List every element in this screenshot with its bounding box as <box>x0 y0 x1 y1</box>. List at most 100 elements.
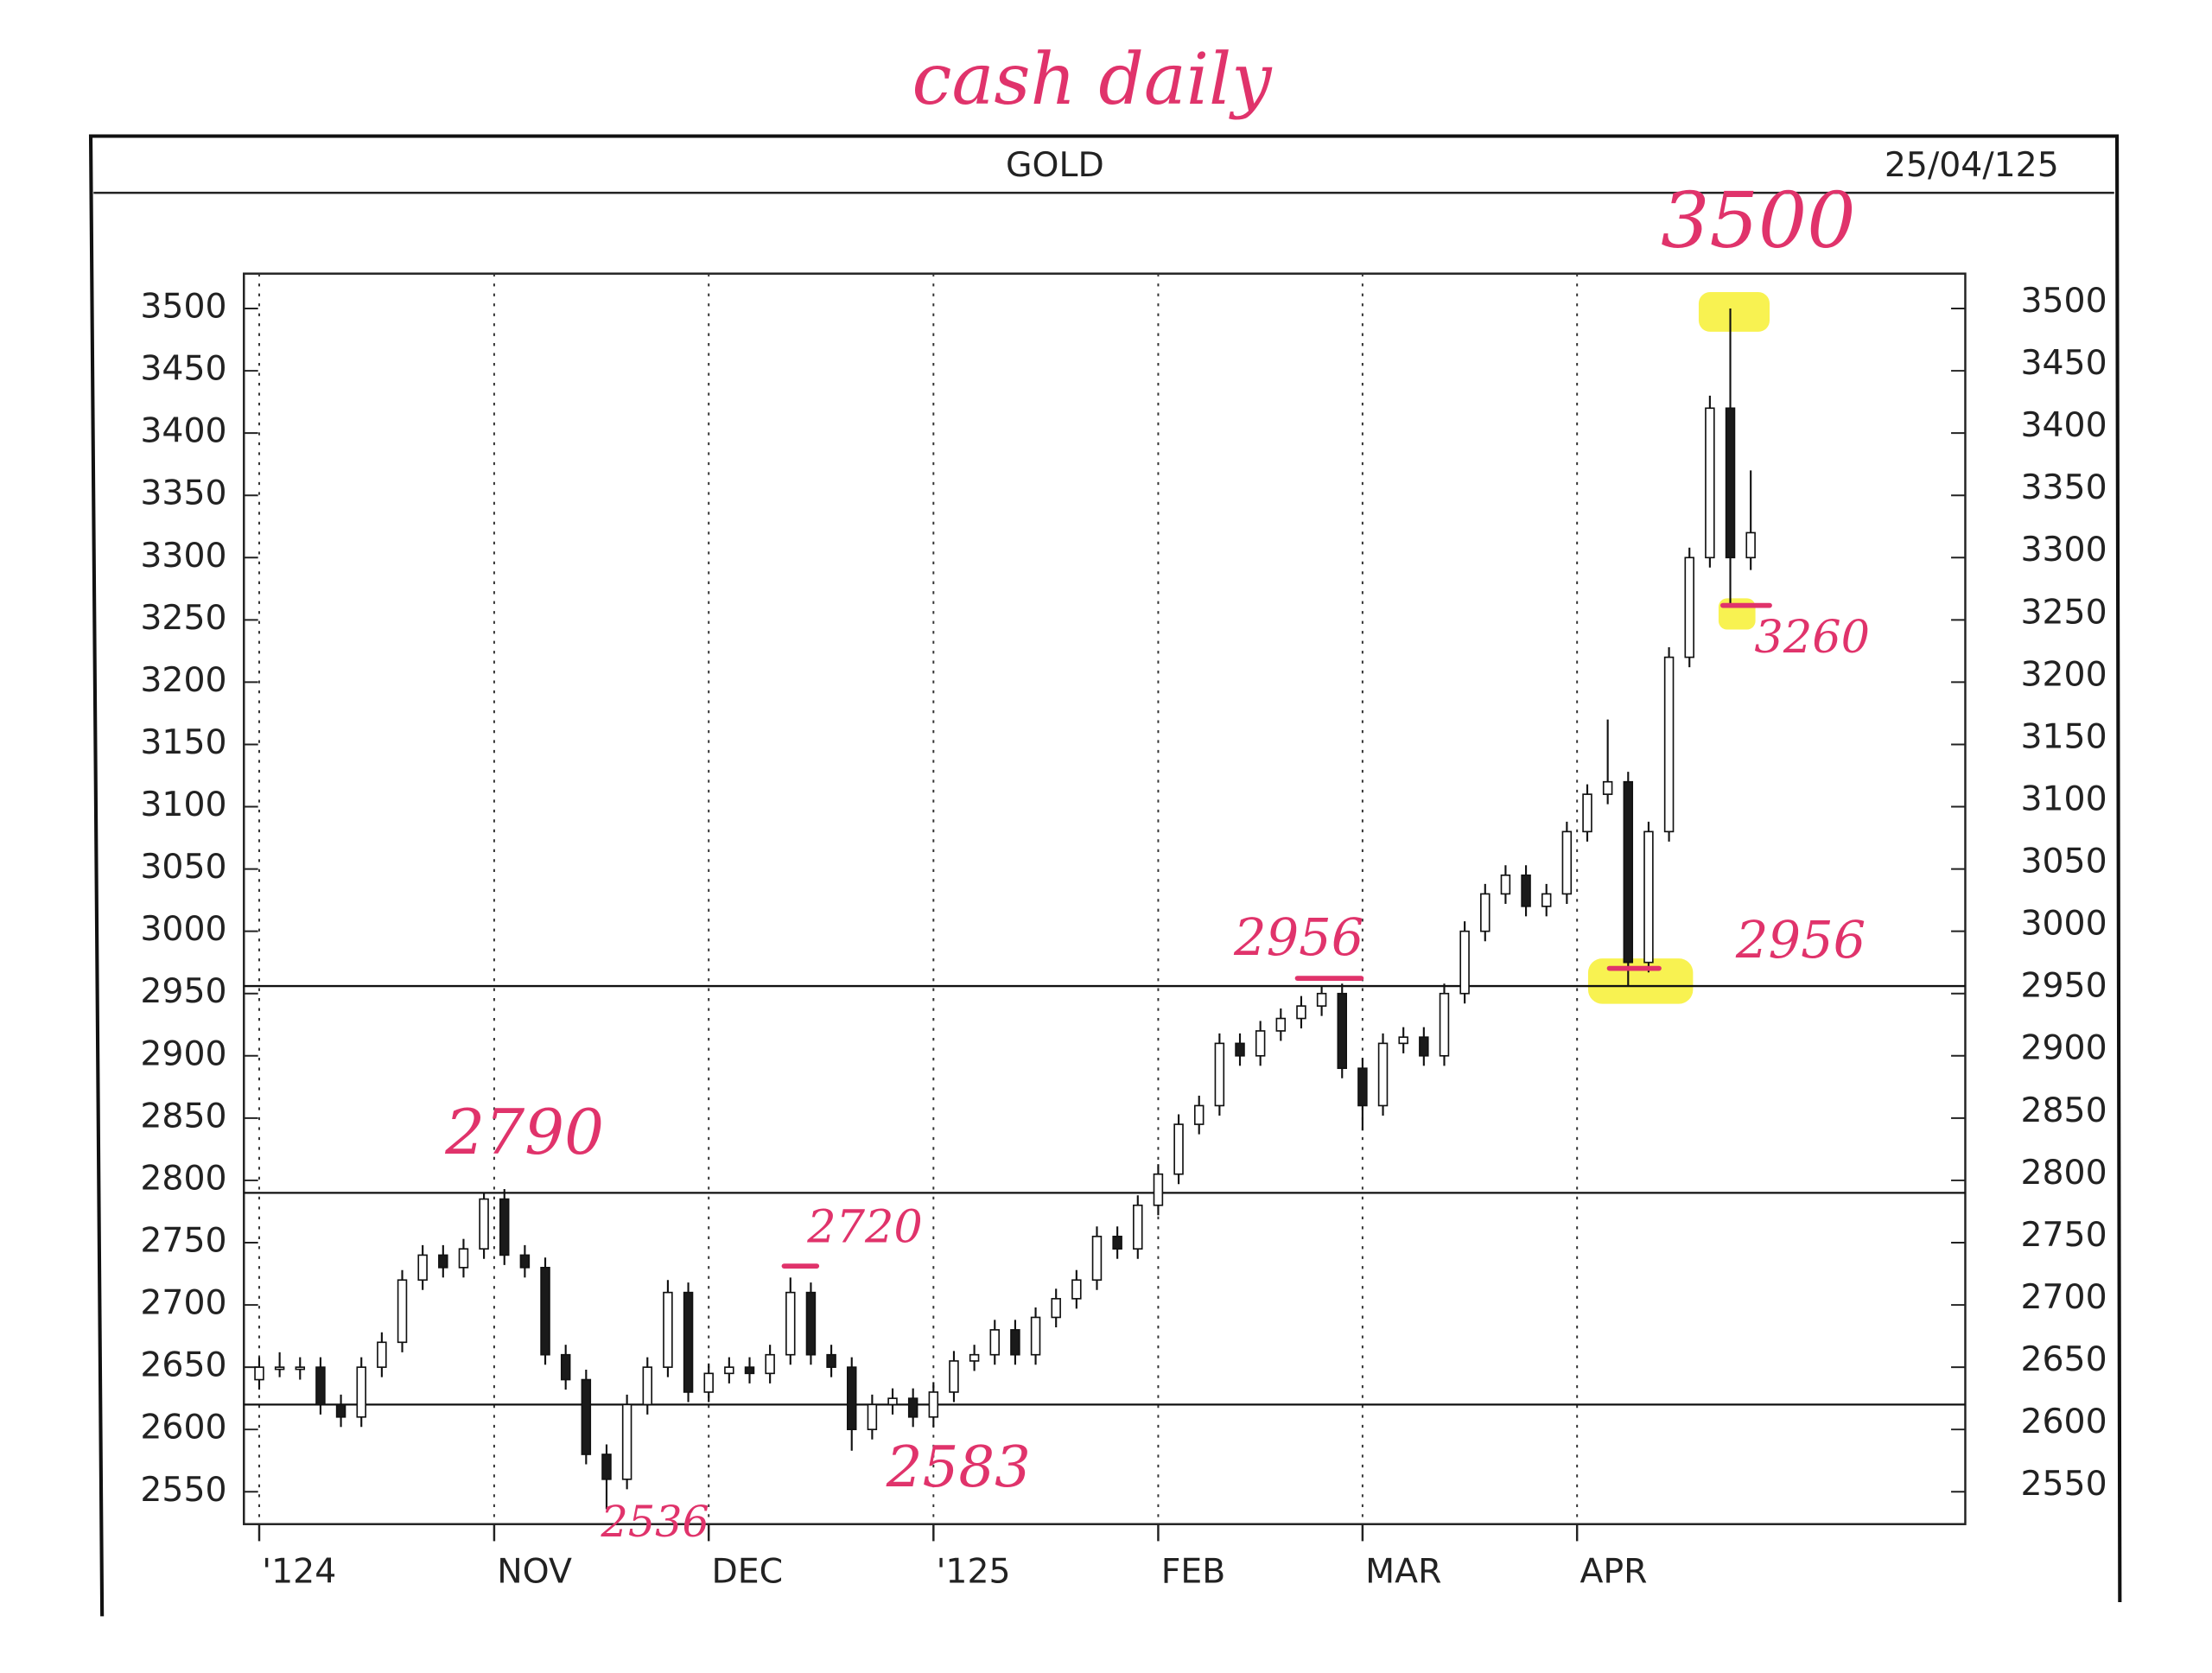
candle-body <box>1684 557 1694 658</box>
candle-body <box>601 1454 612 1480</box>
candle-body <box>1030 1316 1041 1356</box>
candle-body <box>1133 1204 1143 1250</box>
annotation: 2790 <box>444 1097 604 1169</box>
candle-body <box>949 1360 959 1393</box>
candle-body <box>1051 1298 1061 1319</box>
candle-body <box>683 1291 694 1393</box>
y-tick-label: 3450 <box>140 349 226 389</box>
y-tick-label: 3150 <box>140 722 226 762</box>
candle-body <box>703 1372 714 1393</box>
y2-tick-label: 2950 <box>2020 966 2107 1006</box>
candle-body <box>1337 992 1347 1070</box>
y2-tick-label: 2700 <box>2020 1277 2107 1317</box>
header-title: GOLD <box>1006 145 1104 185</box>
y2-tick-label: 3200 <box>2020 654 2107 694</box>
highlight <box>1698 291 1770 332</box>
candle-body <box>1173 1123 1184 1175</box>
y-tick-label: 3200 <box>140 660 226 700</box>
y2-tick-label: 3250 <box>2020 592 2107 632</box>
y-tick-label: 3100 <box>140 785 226 824</box>
y2-tick-label: 3000 <box>2020 904 2107 944</box>
y2-tick-label: 3300 <box>2020 530 2107 569</box>
y-tick-label: 3050 <box>140 847 226 887</box>
y2-tick-label: 2850 <box>2020 1091 2107 1130</box>
candle-body <box>1561 830 1573 895</box>
y-tick-label: 3350 <box>140 474 226 513</box>
x-tick-label: FEB <box>1161 1552 1226 1592</box>
candle-body <box>1316 992 1327 1007</box>
candle-body <box>1357 1067 1368 1107</box>
candle-body <box>663 1291 673 1368</box>
y-tick-label: 2700 <box>140 1283 226 1323</box>
y2-tick-label: 3100 <box>2020 779 2107 818</box>
y-tick-label: 2950 <box>140 971 226 1011</box>
candle-body <box>1419 1036 1429 1057</box>
y-tick-label: 2550 <box>140 1470 226 1510</box>
candle-body <box>1255 1030 1266 1057</box>
candle-body <box>1235 1042 1245 1057</box>
candle-body <box>1602 780 1613 795</box>
candle-body <box>315 1366 326 1406</box>
y2-tick-label: 3350 <box>2020 468 2107 507</box>
annotation: 2720 <box>806 1201 923 1254</box>
x-tick-label: NOV <box>497 1552 572 1592</box>
candle-body <box>744 1366 755 1375</box>
candle-body <box>1459 930 1470 995</box>
candle-body <box>1071 1279 1082 1300</box>
candle-body <box>1010 1329 1020 1356</box>
y2-tick-label: 3450 <box>2020 343 2107 383</box>
candle-body <box>519 1254 531 1269</box>
candle-body <box>560 1353 571 1381</box>
candle-body <box>1112 1235 1122 1250</box>
y-tick-label: 3250 <box>140 598 226 638</box>
candle-body <box>1398 1036 1408 1045</box>
frame <box>88 134 2122 1617</box>
annotation: 3260 <box>1754 611 1870 664</box>
candle-body <box>417 1254 428 1282</box>
candle-body <box>540 1266 550 1356</box>
candle-body <box>1153 1173 1164 1206</box>
candle-body <box>1725 407 1736 559</box>
y-tick-label: 2650 <box>140 1345 226 1385</box>
y-tick-label: 3400 <box>140 411 226 451</box>
candle-body <box>846 1366 857 1431</box>
candle-body <box>621 1403 632 1480</box>
candle-body <box>274 1366 285 1371</box>
annotation: 2956 <box>1735 910 1866 970</box>
y2-tick-label: 2900 <box>2020 1028 2107 1068</box>
candle-body <box>805 1291 817 1356</box>
y2-tick-label: 3500 <box>2020 281 2107 321</box>
candle-body <box>1541 893 1552 907</box>
header-date: 25/04/125 <box>1885 145 2059 185</box>
chart-title: cash daily <box>912 39 1274 121</box>
y-tick-label: 2750 <box>140 1220 226 1260</box>
x-tick-label: '124 <box>262 1552 336 1592</box>
x-tick-label: '125 <box>937 1552 1011 1592</box>
y2-tick-label: 3400 <box>2020 405 2107 445</box>
annotation: 3500 <box>1661 175 1855 264</box>
y2-tick-label: 2650 <box>2020 1339 2107 1379</box>
candle-body <box>1480 893 1491 932</box>
y-tick-label: 3500 <box>140 287 226 327</box>
candle-body <box>724 1366 734 1375</box>
candle-body <box>377 1341 387 1368</box>
candle-body <box>765 1353 775 1375</box>
candle-body <box>1296 1005 1306 1020</box>
candle-body <box>989 1329 1001 1356</box>
candle-body <box>1623 780 1634 964</box>
candle-body <box>397 1279 408 1344</box>
x-tick-label: APR <box>1580 1552 1647 1592</box>
candle-body <box>1377 1042 1389 1107</box>
candle-body <box>969 1353 980 1362</box>
candle-body <box>581 1378 592 1455</box>
candle-body <box>458 1248 469 1269</box>
candle-body <box>785 1291 796 1356</box>
candle-body <box>1663 656 1675 833</box>
candle-body <box>1705 407 1715 559</box>
y-tick-label: 3300 <box>140 536 226 576</box>
candle-body <box>928 1391 939 1418</box>
y-tick-label: 2600 <box>140 1408 226 1447</box>
